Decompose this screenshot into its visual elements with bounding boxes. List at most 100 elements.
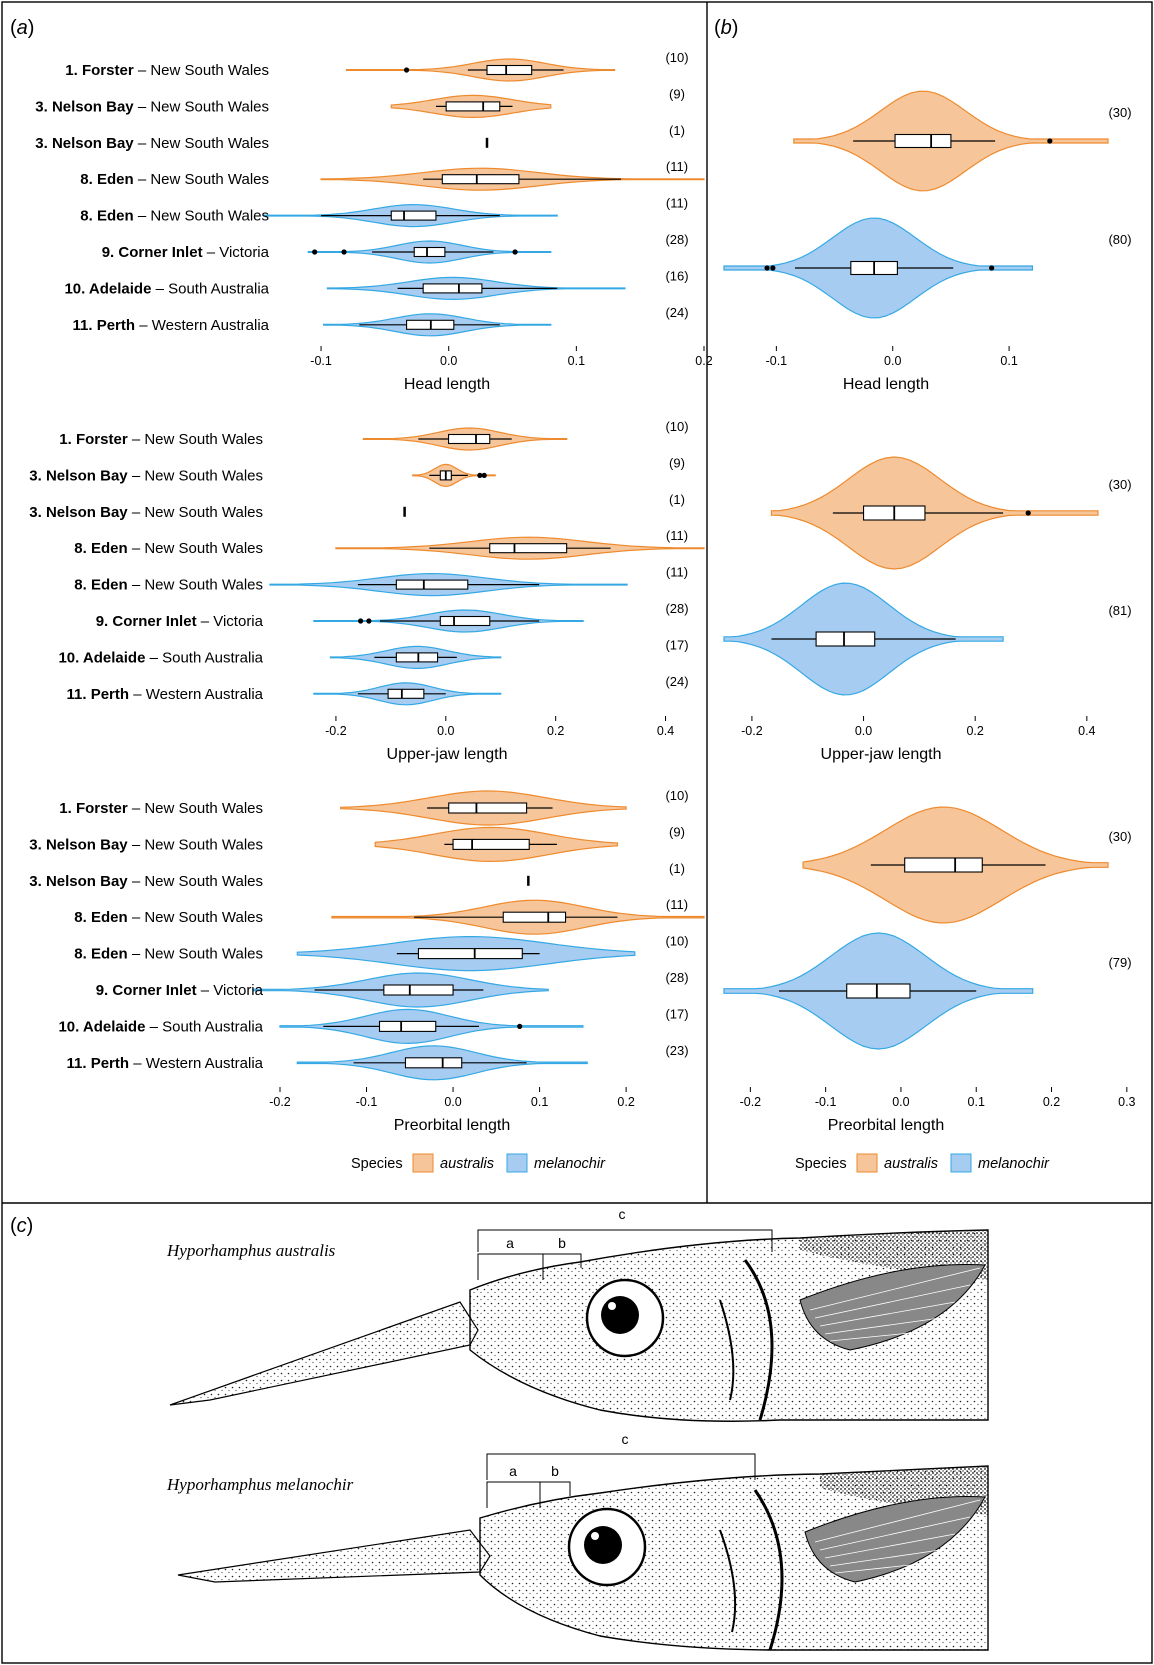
x-tick-label: 0.0 [437,724,454,738]
legend-swatch-australis [856,1153,878,1173]
sample-size-label: (11) [666,897,688,912]
panel-label-b: (b) [714,17,738,39]
outlier-point [989,265,995,271]
x-tick-label: 0.0 [444,1095,461,1109]
site-label: 3. Nelson Bay – New South Wales [35,135,269,152]
box [447,433,491,445]
violin-group: (1) 3. Nelson Bay – New South Wales [29,861,685,890]
site-label: 1. Forster – New South Wales [59,431,263,448]
fish-lower-jaw [169,1301,479,1406]
violin-group: (24) 11. Perth – Western Australia [73,305,689,337]
site-label: 9. Corner Inlet – Victoria [96,982,264,999]
box [417,948,523,960]
site-label: 1. Forster – New South Wales [59,800,263,817]
violin-group: (11) 8. Eden – New South Wales [80,196,688,228]
box [404,1057,463,1069]
fish-pectoral-fin [804,1495,986,1583]
sample-size-label: (1) [669,861,685,876]
panel-label-a: (a) [10,17,34,39]
box [395,652,439,663]
violin-group: (30) [802,806,1132,924]
legend-swatch-melanochir [950,1153,972,1173]
fish-operculum [753,1489,784,1651]
panel-label-c: (c) [10,1215,33,1237]
x-tick-label: -0.2 [741,724,763,738]
site-label: 3. Nelson Bay – New South Wales [29,873,263,890]
x-axis-title: Head length [404,376,490,393]
x-tick-label: 0.3 [1118,1095,1135,1109]
box [502,911,567,923]
violin-group: (11) 8. Eden – New South Wales [74,897,705,935]
violin-group: (9) 3. Nelson Bay – New South Wales [29,455,685,488]
x-tick-label: -0.1 [766,354,788,368]
legend-label-melanochir: melanochir [534,1156,606,1172]
violin-group: (10) 1. Forster – New South Wales [59,788,689,826]
sample-size-label: (10) [665,50,688,65]
violin-group: (11) 8. Eden – New South Wales [74,528,705,560]
outlier-point [1025,510,1031,516]
sample-size-label: (10) [665,788,688,803]
fish-preoperculum [719,1529,737,1633]
x-tick-label: -0.2 [269,1095,291,1109]
outlier-point [764,265,770,271]
site-label: 10. Adelaide – South Australia [64,280,269,297]
x-tick-label: 0.2 [1043,1095,1060,1109]
sample-size-label: (10) [665,419,688,434]
site-label: 10. Adelaide – South Australia [58,1018,263,1035]
violin-group: (17) 10. Adelaide – South Australia [58,1006,689,1045]
outlier-point [477,472,483,478]
measure-label-a: a [506,1235,514,1251]
violin-group: (9) 3. Nelson Bay – New South Wales [29,824,685,863]
box [452,838,530,850]
site-label: 8. Eden – New South Wales [74,540,263,557]
x-tick-label: 0.0 [855,724,872,738]
measure-label-b: b [558,1235,566,1251]
x-tick-label: 0.2 [547,724,564,738]
x-tick-label: 0.4 [657,724,674,738]
site-label: 8. Eden – New South Wales [80,208,269,225]
box [413,246,446,258]
chart-b-3: -0.1 0.0 0.1 Head length (30) (80) [723,90,1132,393]
measure-label-b: b [551,1463,559,1479]
sample-size-label: (30) [1108,829,1131,844]
box [904,857,983,873]
outlier-point [366,618,372,624]
site-label: 3. Nelson Bay – New South Wales [35,98,269,115]
x-tick-label: 0.0 [440,354,457,368]
site-label: 11. Perth – Western Australia [67,686,264,703]
sample-size-label: (1) [669,123,685,138]
fish-pupil [601,1296,639,1334]
fish-fin-rays [809,1267,981,1342]
x-tick-label: 0.0 [884,354,901,368]
legend-title: Species [351,1156,403,1172]
sample-size-label: (11) [666,159,688,174]
violin-group: (11) 8. Eden – New South Wales [74,565,688,597]
sample-size-label: (11) [666,565,688,580]
sample-size-label: (11) [666,196,688,211]
box [846,983,911,999]
violin-group: (28) 9. Corner Inlet – Victoria [96,601,689,633]
sample-size-label: (28) [665,601,688,616]
x-tick-label: -0.1 [356,1095,378,1109]
outlier-point [512,249,518,255]
site-label: 3. Nelson Bay – New South Wales [29,504,263,521]
fish-preoperculum [719,1299,735,1401]
fish-melanochir: Hyporhamphus melanochir c a b [166,1431,989,1651]
chart-a-0: -0.1 0.0 0.1 0.2 Head length (10) 1. Forster –… [35,50,712,393]
site-label: 8. Eden – New South Wales [80,171,269,188]
sample-size-label: (16) [665,268,688,283]
site-label: 3. Nelson Bay – New South Wales [29,467,263,484]
sample-size-label: (28) [665,232,688,247]
measure-bracket-c [486,1453,756,1480]
legend-b: Species australis melanochir [795,1153,1050,1173]
x-tick-label: -0.1 [310,354,332,368]
box [390,210,437,221]
sample-size-label: (24) [665,305,688,320]
violin-group: (80) [723,217,1132,319]
site-label: 11. Perth – Western Australia [67,1055,264,1072]
x-tick-label: 0.4 [1078,724,1095,738]
sample-size-label: (10) [665,934,688,949]
sample-size-label: (17) [665,637,688,652]
fish-eye-highlight [591,1532,599,1540]
